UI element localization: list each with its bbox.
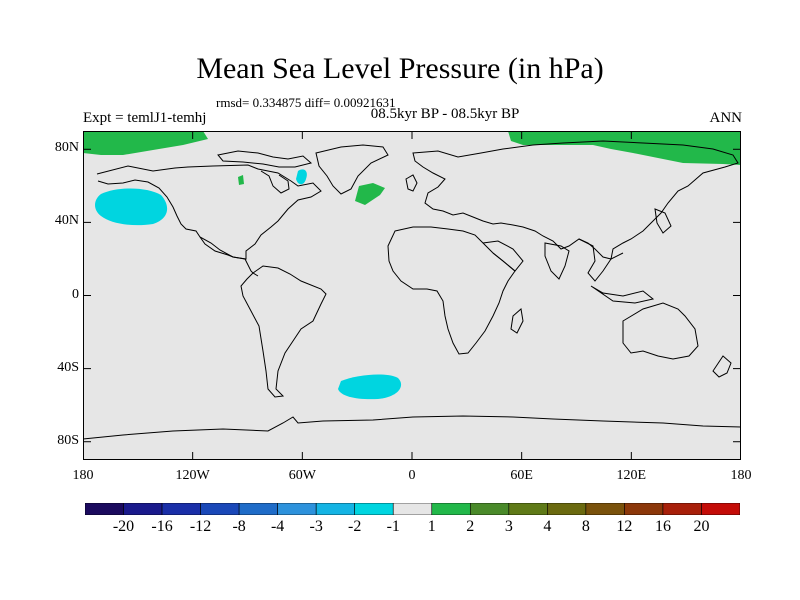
colorbar-swatch (585, 503, 625, 515)
coast-madagascar (510, 308, 524, 334)
lon-tick-label: 180 (72, 468, 94, 483)
colorbar-label: -20 (112, 518, 135, 535)
colorbar-label: -12 (189, 518, 212, 535)
colorbar-label: -3 (309, 518, 323, 535)
coast-british-isles (405, 174, 418, 192)
coast-antarctica (83, 415, 741, 440)
season-label: ANN (709, 110, 743, 126)
coast-india (544, 242, 570, 280)
colorbar-swatch (238, 503, 278, 515)
colorbar-label: -4 (270, 518, 285, 535)
coast-central-america (199, 236, 259, 277)
coast-europe (412, 140, 739, 260)
anomaly-hudson (296, 169, 307, 185)
colorbar-swatch (469, 503, 510, 515)
colorbar-label: 1 (427, 518, 436, 535)
lon-tick-label: 60W (288, 468, 316, 483)
colorbar-label: 20 (693, 518, 710, 535)
colorbar-swatch (701, 503, 740, 515)
colorbar-swatch (123, 503, 163, 515)
coast-australia (622, 302, 699, 360)
lon-tick-label: 0 (408, 468, 416, 483)
coast-japan (654, 208, 672, 234)
lon-tick-label: 120W (175, 468, 210, 483)
lat-tick-label: 40S (57, 359, 79, 375)
colorbar-swatch (624, 503, 664, 515)
colorbar-label: 16 (654, 518, 671, 535)
negative-anomaly-regions (95, 169, 402, 400)
coast-new-zealand (712, 355, 732, 378)
map-background (83, 131, 741, 460)
axis-ticks (83, 131, 741, 460)
colorbar-swatch (315, 503, 356, 515)
colorbar-swatch (431, 503, 471, 515)
map-title: Mean Sea Level Pressure (in hPa) (196, 52, 604, 85)
colorbar-label: 2 (466, 518, 475, 535)
coast-africa (387, 226, 516, 355)
lon-tick-label: 60E (510, 468, 533, 483)
lon-tick-label: 180 (730, 468, 752, 483)
colorbar-label: 3 (504, 518, 513, 535)
anomaly-arctic-west (83, 131, 208, 155)
colorbar-label: 12 (616, 518, 633, 535)
positive-anomaly-regions (83, 131, 741, 205)
coast-southeast-asia (578, 238, 624, 282)
coast-north-america (96, 164, 322, 260)
colorbar-swatch (200, 503, 240, 515)
experiment-label: Expt = temlJ1-temhj (83, 110, 207, 126)
lat-tick-label: 0 (72, 286, 79, 302)
colorbar-swatch (547, 503, 587, 515)
coast-greenland (315, 144, 389, 195)
anomaly-north-pacific (95, 188, 168, 226)
coast-hudson-bay (260, 170, 290, 194)
colorbar-swatch (85, 503, 124, 515)
coast-indonesia (590, 285, 655, 304)
anomaly-south-atlantic (338, 374, 402, 400)
lon-tick-label: 120E (616, 468, 647, 483)
colorbar-swatch (354, 503, 394, 515)
colorbar-swatch (161, 503, 201, 515)
coast-arctic-islands (217, 150, 313, 168)
world-map (83, 131, 741, 460)
anomaly-north-atlantic (355, 183, 385, 205)
colorbar (85, 503, 740, 515)
colorbar-label: -2 (348, 518, 362, 535)
period-text: 08.5kyr BP - 08.5kyr BP (370, 106, 520, 122)
colorbar-label: -16 (151, 518, 173, 535)
colorbar-label: -8 (232, 518, 246, 535)
coastlines (83, 140, 741, 440)
anomaly-arctic-east (508, 131, 741, 165)
coast-arabia (482, 240, 524, 272)
colorbar-swatch (662, 503, 702, 515)
lat-tick-label: 40N (54, 213, 79, 229)
anomaly-canada (238, 175, 244, 185)
coast-south-america (240, 265, 327, 398)
colorbar-label: 8 (581, 518, 590, 535)
lat-tick-label: 80N (54, 140, 79, 156)
colorbar-swatch (508, 503, 548, 515)
lat-tick-label: 80S (57, 432, 79, 448)
colorbar-label: -1 (386, 518, 400, 535)
colorbar-label: 4 (543, 518, 552, 535)
colorbar-swatch (277, 503, 317, 515)
stats-text: rmsd= 0.334875 diff= 0.00921631 (216, 95, 396, 110)
colorbar-swatch (392, 503, 433, 515)
